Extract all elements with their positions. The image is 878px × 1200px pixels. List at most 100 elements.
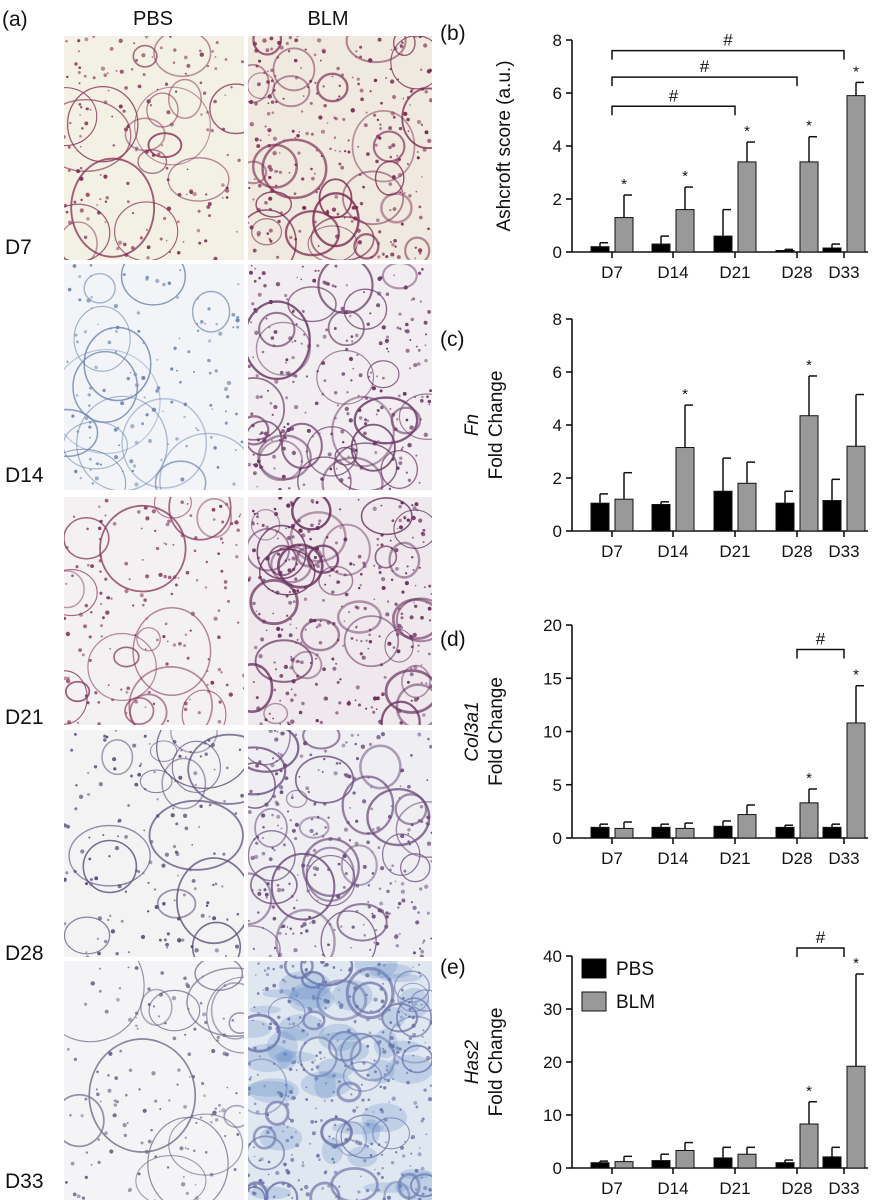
chart-4-ytick-label: 0 xyxy=(553,1159,562,1178)
chart-3-bar-pbs-d28 xyxy=(775,826,795,839)
chart-2-ytick-label: 2 xyxy=(553,469,562,488)
chart-3-bracket-label: # xyxy=(816,629,826,648)
histology-image-d7-blm xyxy=(248,36,432,260)
row-label-d7: D7 xyxy=(5,236,32,259)
chart-3-ytick-label: 0 xyxy=(553,829,562,848)
chart-1-xtick-label: D14 xyxy=(657,263,688,282)
chart-2-bar-pbs-d21 xyxy=(713,490,733,532)
chart-4-ytick-label: 30 xyxy=(543,1000,562,1019)
chart-1-ytick-label: 4 xyxy=(553,137,562,156)
bar-charts: (b) Ashcroft score (a.u.) 0 2 4 6 8 D7 D14 D21 D28… xyxy=(440,22,868,1198)
histology-image-d33-pbs xyxy=(64,961,244,1200)
chart-2-significance-star: * xyxy=(806,357,812,374)
chart-1-bar-blm-d14 xyxy=(675,209,695,253)
chart-4-ylabel-line-1: Has2 xyxy=(462,1039,483,1084)
chart-2-bar-blm-d21 xyxy=(737,482,757,532)
histology-image-d14-blm xyxy=(248,264,432,490)
row-label-d21: D21 xyxy=(5,706,44,729)
chart-1-bracket-label: # xyxy=(700,57,710,76)
chart-4-ylabel-line-2: Fold Change xyxy=(486,1008,507,1117)
chart-1-bar-pbs-d21 xyxy=(713,235,733,253)
chart-1-bar-blm-d21 xyxy=(737,161,757,253)
chart-4-bar-pbs-d7 xyxy=(590,1162,610,1169)
chart-3-comparison-bracket xyxy=(796,648,845,659)
chart-3-bar-pbs-d7 xyxy=(590,826,610,839)
chart-3-ylabel-line-1: Col3a1 xyxy=(462,701,483,761)
chart-4-legend-label-pbs: PBS xyxy=(616,959,654,980)
chart-4-xtick-label: D33 xyxy=(828,1179,859,1198)
chart-1-bracket-label: # xyxy=(723,31,733,50)
column-header-pbs: PBS xyxy=(132,8,174,30)
chart-1-bar-pbs-d28 xyxy=(775,250,795,253)
chart-3-ytick-label: 20 xyxy=(543,616,562,635)
chart-2-ylabel-line-2: Fold Change xyxy=(486,371,507,480)
chart-3-ytick-label: 15 xyxy=(543,669,562,688)
chart-1-bar-blm-d28 xyxy=(799,161,819,253)
histology-image-d14-pbs xyxy=(64,264,244,490)
chart-4-bracket-label: # xyxy=(816,928,826,947)
chart-4-bar-pbs-d14 xyxy=(651,1160,671,1169)
histology-image-d33-blm xyxy=(248,961,432,1200)
chart-3-bar-pbs-d33 xyxy=(822,826,842,839)
chart-1-ylabel-line-1: Ashcroft score (a.u.) xyxy=(494,60,515,231)
chart-3-panel-label: (d) xyxy=(440,628,466,651)
chart-4-bar-blm-d33 xyxy=(846,1065,866,1169)
chart-1-bar-pbs-d7 xyxy=(590,246,610,253)
chart-1-xtick-label: D28 xyxy=(781,263,812,282)
chart-2-xtick-label: D33 xyxy=(828,542,859,561)
histology-image-d7-pbs xyxy=(64,36,244,260)
chart-4-bar-pbs-d21 xyxy=(713,1157,733,1169)
histology-image-d21-blm xyxy=(248,497,432,725)
chart-4-bar-blm-d28 xyxy=(799,1123,819,1169)
chart-2-bar-blm-d14 xyxy=(675,447,695,532)
chart-1-ytick-label: 8 xyxy=(553,31,562,50)
chart-3-xtick-label: D28 xyxy=(781,849,812,868)
chart-1-comparison-bracket xyxy=(611,49,845,60)
chart-1-comparison-bracket xyxy=(611,76,798,87)
chart-3-bar-blm-d28 xyxy=(799,802,819,839)
chart-1-bracket-label: # xyxy=(669,86,679,105)
chart-2-bar-blm-d33 xyxy=(846,445,866,532)
chart-1-significance-star: * xyxy=(853,63,859,80)
row-label-d14: D14 xyxy=(5,464,44,487)
chart-2-significance-star: * xyxy=(682,386,688,403)
histology-image-d21-pbs xyxy=(64,497,244,725)
chart-2-xtick-label: D7 xyxy=(601,542,623,561)
chart-4-bar-pbs-d33 xyxy=(822,1156,842,1169)
row-label-d28: D28 xyxy=(5,942,44,965)
chart-3-ytick-label: 5 xyxy=(553,776,562,795)
chart-3-bar-blm-d7 xyxy=(614,827,634,839)
chart-3-bar-blm-d21 xyxy=(737,814,757,839)
chart-1-xtick-label: D7 xyxy=(601,263,623,282)
chart-2-bar-pbs-d14 xyxy=(651,504,671,532)
chart-2-xtick-label: D28 xyxy=(781,542,812,561)
chart-4-ytick-label: 10 xyxy=(543,1106,562,1125)
chart-2-xtick-label: D21 xyxy=(719,542,750,561)
chart-4-bar-pbs-d28 xyxy=(775,1162,795,1169)
chart-1-ytick-label: 2 xyxy=(553,190,562,209)
chart-4-xtick-label: D21 xyxy=(719,1179,750,1198)
panel-a-label: (a) xyxy=(2,8,28,31)
chart-2-ytick-label: 6 xyxy=(553,363,562,382)
chart-4-significance-star: * xyxy=(853,955,859,972)
chart-4-panel-label: (e) xyxy=(440,956,466,979)
chart-1-significance-star: * xyxy=(682,168,688,185)
chart-4-legend-swatch-blm xyxy=(581,991,607,1012)
chart-1-bar-blm-d7 xyxy=(614,217,634,253)
chart-4-significance-star: * xyxy=(806,1083,812,1100)
chart-2-ylabel-line-1: Fn xyxy=(462,414,483,436)
chart-1-significance-star: * xyxy=(806,118,812,135)
chart-1-xtick-label: D33 xyxy=(828,263,859,282)
chart-2-bar-pbs-d7 xyxy=(590,502,610,532)
chart-3-xtick-label: D33 xyxy=(828,849,859,868)
row-label-d33: D33 xyxy=(5,1170,44,1193)
chart-4-xtick-label: D14 xyxy=(657,1179,688,1198)
chart-4-bar-blm-d14 xyxy=(675,1150,695,1169)
chart-1-bar-pbs-d33 xyxy=(822,247,842,253)
chart-4-bar-blm-d7 xyxy=(614,1161,634,1169)
chart-2-bar-pbs-d28 xyxy=(775,502,795,532)
chart-1-bar-pbs-d14 xyxy=(651,243,671,253)
chart-3-significance-star: * xyxy=(806,770,812,787)
chart-1-comparison-bracket xyxy=(611,105,736,116)
chart-2-ytick-label: 4 xyxy=(553,416,562,435)
